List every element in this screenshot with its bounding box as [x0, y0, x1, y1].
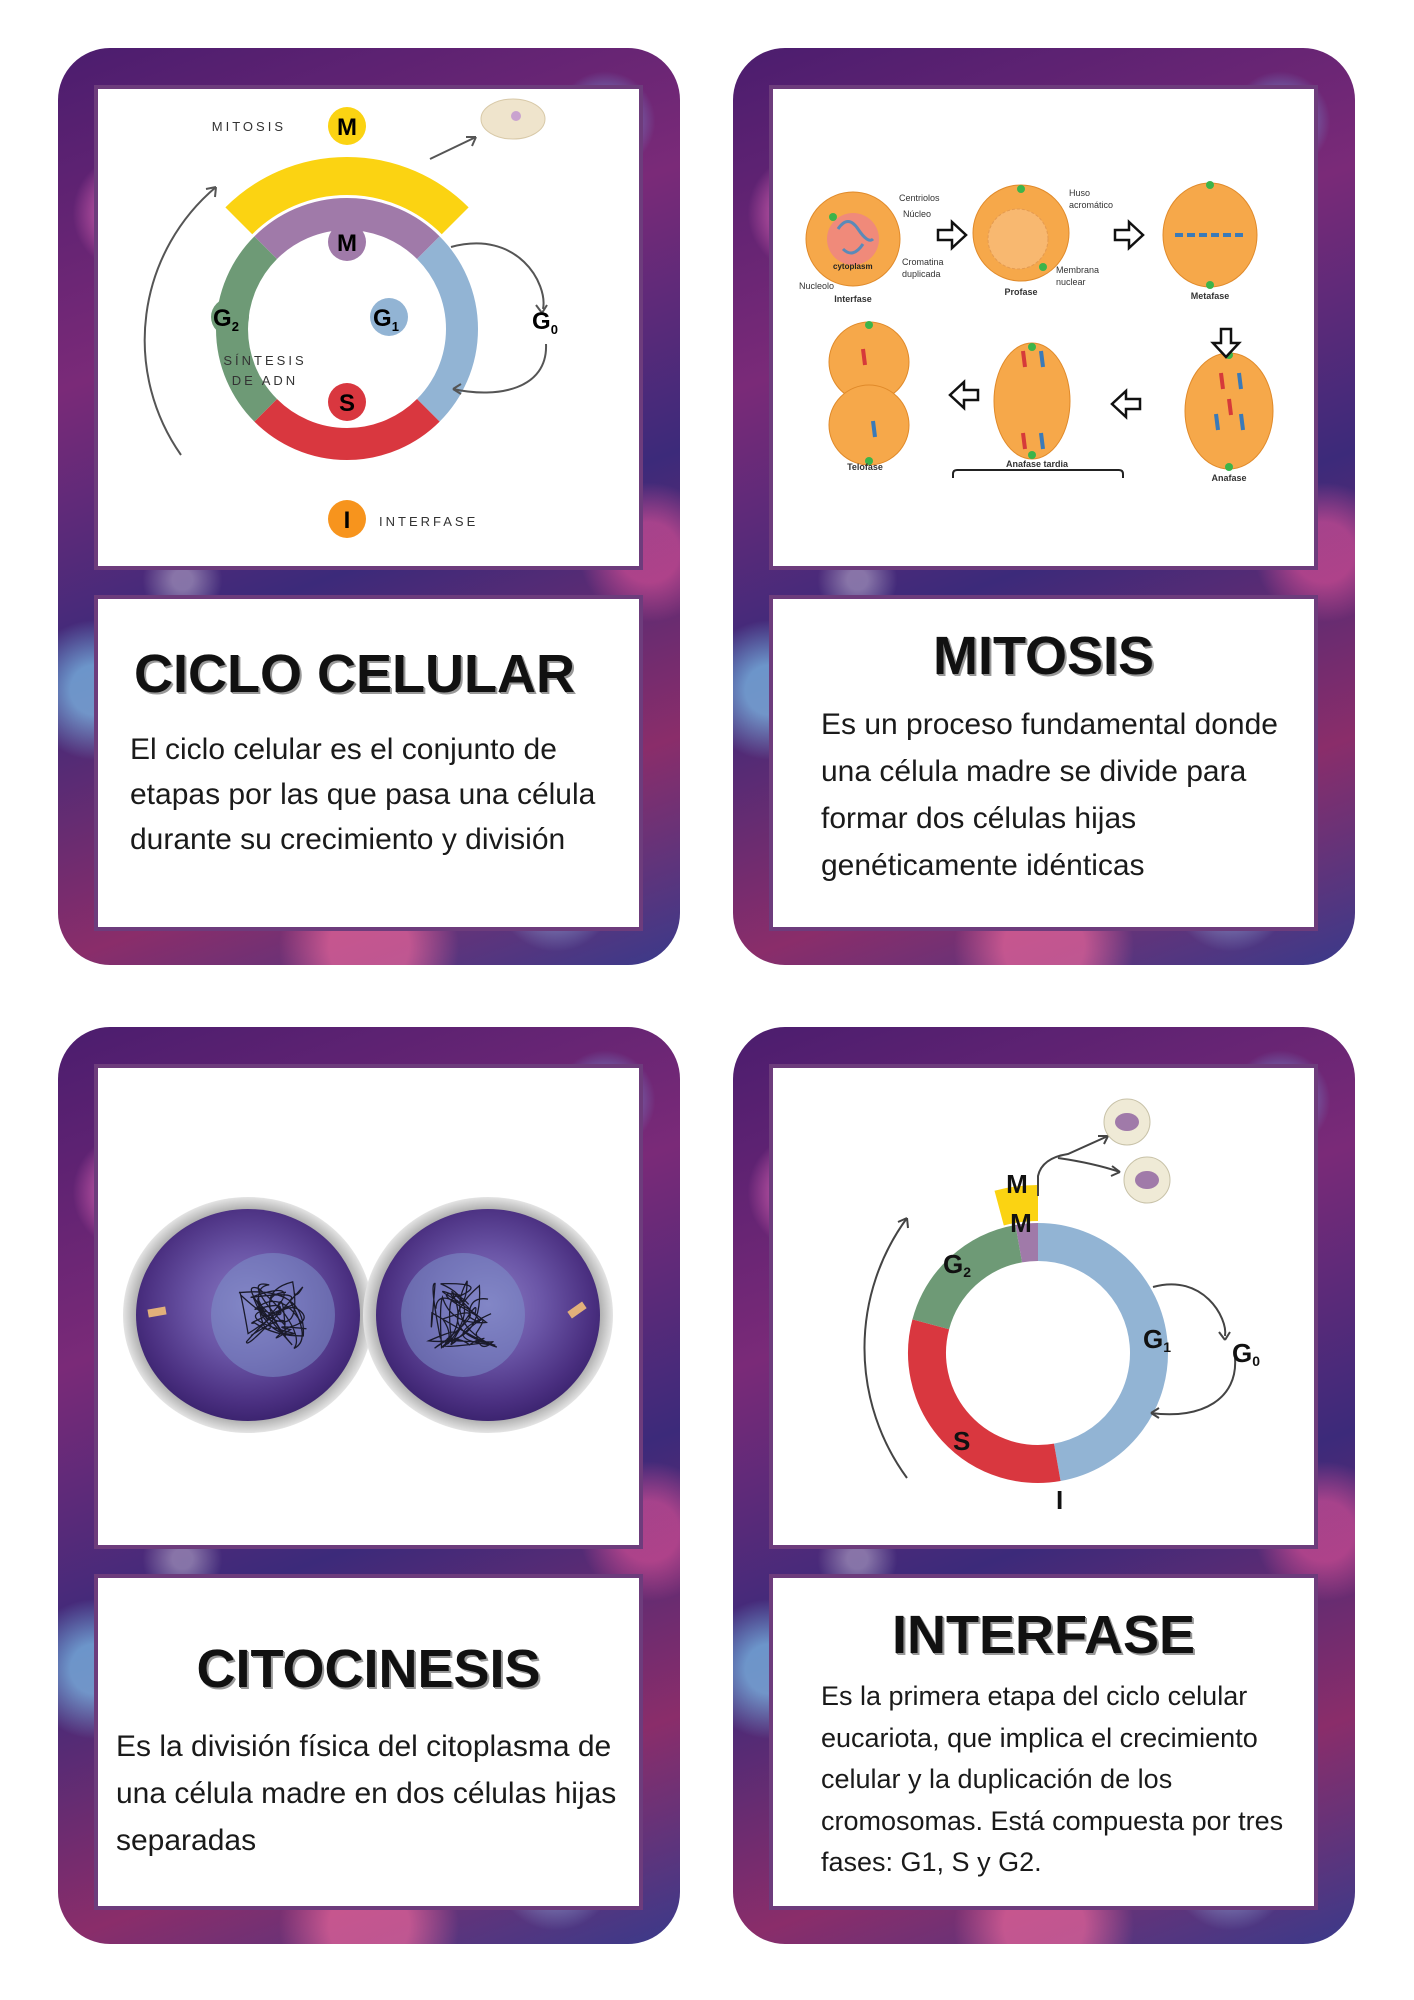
card-mitosis: Interfase Centriolos Núcleo Cromatina du… — [733, 48, 1355, 965]
svg-text:MITOSIS: MITOSIS — [212, 119, 286, 134]
cytokinesis-image — [94, 1064, 643, 1549]
g1-phase-arc — [1037, 1223, 1168, 1482]
svg-text:Anafase: Anafase — [1211, 473, 1246, 483]
card-text-box: INTERFASE Es la primera etapa del ciclo … — [769, 1574, 1318, 1910]
svg-text:G0: G0 — [532, 308, 558, 337]
svg-text:Telofase: Telofase — [847, 462, 883, 472]
card-description: Es la primera etapa del ciclo celular eu… — [821, 1681, 1284, 1877]
mitosis-phases-diagram: Interfase Centriolos Núcleo Cromatina du… — [769, 85, 1318, 570]
m-phase-arc — [1015, 1223, 1039, 1263]
svg-text:SÍNTESIS: SÍNTESIS — [223, 353, 306, 368]
g1-phase-arc — [416, 236, 478, 422]
svg-text:cytoplasm: cytoplasm — [833, 262, 873, 271]
svg-text:G0: G0 — [1232, 1338, 1260, 1369]
svg-text:I: I — [1056, 1485, 1063, 1515]
chromatin — [238, 1281, 307, 1350]
svg-text:I: I — [344, 507, 351, 534]
card-text-box: CITOCINESIS Es la división física del ci… — [94, 1574, 643, 1910]
svg-text:Centriolos: Centriolos — [899, 193, 940, 203]
svg-text:nuclear: nuclear — [1056, 277, 1086, 287]
card-description: Es un proceso fundamental donde una célu… — [821, 708, 1278, 882]
svg-text:G2: G2 — [213, 305, 239, 334]
card-text-box: MITOSIS Es un proceso fundamental donde … — [769, 595, 1318, 931]
mitosis-arc — [225, 157, 469, 235]
mitosis-arc — [994, 1185, 1039, 1226]
late-anaphase-cell — [993, 342, 1071, 460]
arrow-down — [1210, 327, 1242, 359]
svg-text:INTERFASE: INTERFASE — [379, 514, 478, 529]
svg-text:Núcleo: Núcleo — [903, 209, 931, 219]
card-title: INTERFASE — [891, 1605, 1196, 1665]
exit-arrow — [429, 136, 477, 160]
g2-phase-arc — [912, 1224, 1023, 1330]
card-text-box: CICLO CELULAR El ciclo celular es el con… — [94, 595, 643, 931]
arrow-right — [936, 219, 968, 251]
svg-text:S: S — [953, 1426, 970, 1456]
svg-text:G1: G1 — [373, 305, 399, 334]
card-title: CITOCINESIS — [196, 1639, 541, 1699]
svg-text:G2: G2 — [943, 1249, 971, 1280]
cycle-arrow — [143, 186, 217, 456]
card-title: CICLO CELULAR — [134, 644, 575, 704]
m-phase-arc — [254, 198, 440, 260]
svg-text:G1: G1 — [1143, 1324, 1171, 1355]
card-citocinesis: CITOCINESIS Es la división física del ci… — [58, 1027, 680, 1944]
svg-text:Profase: Profase — [1004, 287, 1037, 297]
svg-text:M: M — [337, 230, 357, 257]
svg-text:Cromatina: Cromatina — [902, 257, 944, 267]
interphase-diagram: M M G2 G1 G0 S I — [769, 1064, 1318, 1549]
card-ciclo-celular: M MITOSIS M G2 G1 G0 SÍNTESIS DE ADN S I… — [58, 48, 680, 965]
chromatin — [426, 1280, 498, 1349]
svg-text:Membrana: Membrana — [1056, 265, 1099, 275]
card-description: El ciclo celular es el conjunto de etapa… — [130, 733, 596, 856]
svg-text:Huso: Huso — [1069, 188, 1090, 198]
card-description: Es la división física del citoplasma de … — [116, 1730, 617, 1857]
mitosis-badge — [328, 107, 366, 145]
svg-text:M: M — [1006, 1169, 1028, 1199]
svg-text:Anafase tardia: Anafase tardia — [1006, 459, 1069, 469]
arrow-right — [1113, 219, 1145, 251]
s-phase-arc — [254, 398, 440, 460]
svg-text:Nucleolo: Nucleolo — [799, 281, 834, 291]
svg-text:duplicada: duplicada — [902, 269, 941, 279]
cell-cycle-diagram: M MITOSIS M G2 G1 G0 SÍNTESIS DE ADN S I… — [94, 85, 643, 570]
svg-text:DE ADN: DE ADN — [232, 373, 298, 388]
card-title: MITOSIS — [932, 626, 1155, 686]
svg-text:acromático: acromático — [1069, 200, 1113, 210]
arrow-left — [948, 379, 980, 411]
svg-text:Metafase: Metafase — [1191, 291, 1230, 301]
card-interfase: M M G2 G1 G0 S I INTERFASE Es la primera… — [733, 1027, 1355, 1944]
svg-text:Interfase: Interfase — [834, 294, 872, 304]
svg-text:M: M — [337, 114, 357, 141]
s-phase-arc — [908, 1319, 1061, 1483]
arrow-left — [1110, 388, 1142, 420]
svg-text:S: S — [339, 390, 355, 417]
interfase-badge — [328, 500, 366, 538]
svg-text:M: M — [1010, 1208, 1032, 1238]
